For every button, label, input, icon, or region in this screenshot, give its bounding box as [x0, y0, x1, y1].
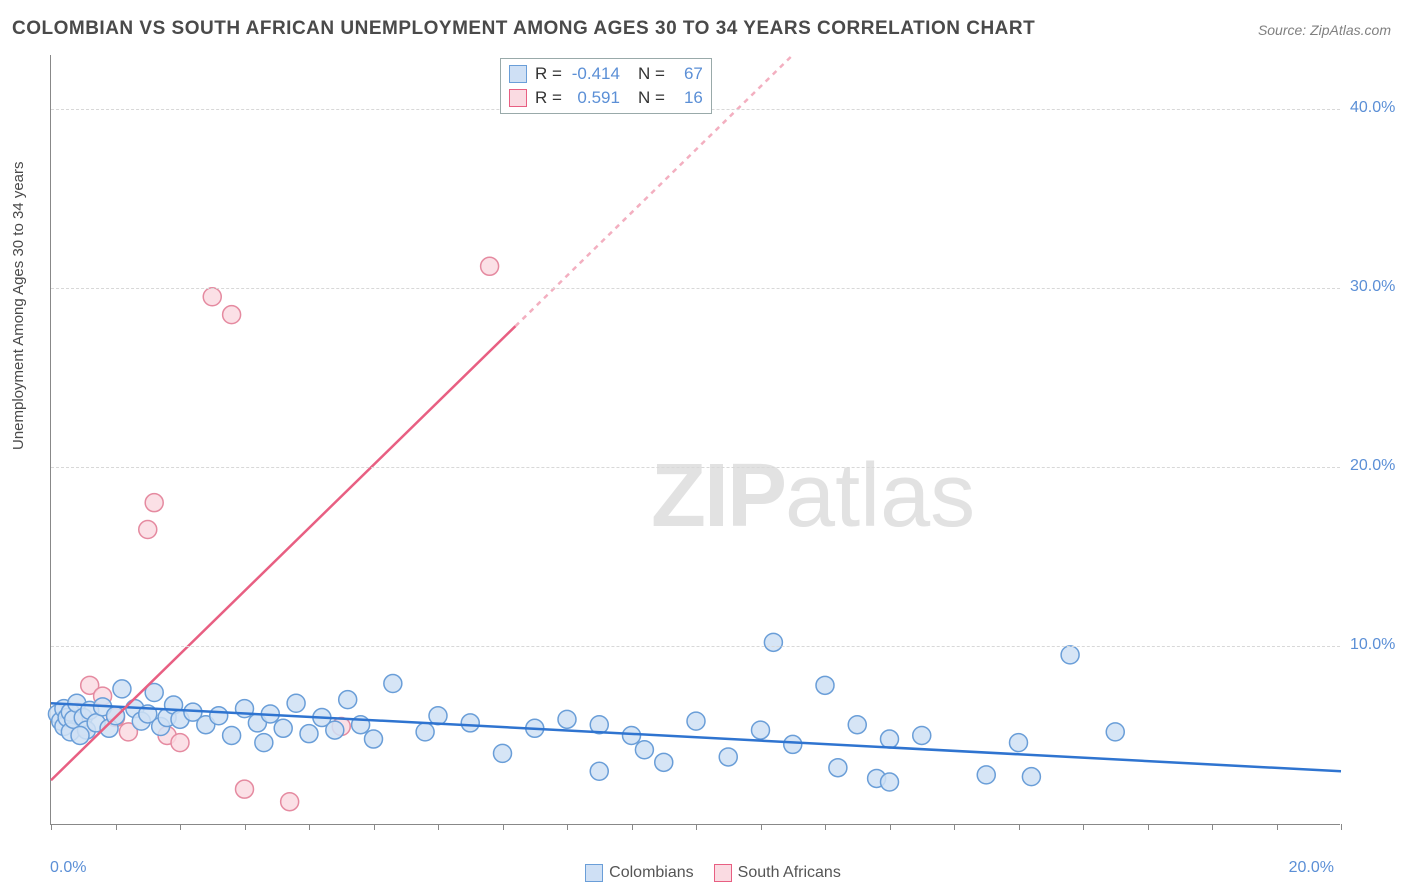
x-tick — [1148, 824, 1149, 830]
data-point — [977, 766, 995, 784]
data-point — [416, 723, 434, 741]
data-point — [1010, 734, 1028, 752]
plot-area: ZIPatlas 10.0%20.0%30.0%40.0% — [50, 55, 1340, 825]
data-point — [203, 288, 221, 306]
data-point — [481, 257, 499, 275]
data-point — [558, 710, 576, 728]
legend-swatch-icon — [509, 65, 527, 83]
legend-label: South Africans — [738, 864, 841, 881]
data-point — [287, 694, 305, 712]
data-point — [236, 780, 254, 798]
data-point — [365, 730, 383, 748]
y-tick-label: 40.0% — [1350, 99, 1405, 117]
stat-n-label: N = — [638, 62, 665, 86]
data-point — [655, 753, 673, 771]
x-tick — [696, 824, 697, 830]
x-tick — [309, 824, 310, 830]
data-point — [848, 716, 866, 734]
data-point — [300, 725, 318, 743]
data-point — [913, 726, 931, 744]
x-tick — [116, 824, 117, 830]
stat-r-value: 0.591 — [570, 86, 620, 110]
x-tick — [1083, 824, 1084, 830]
data-point — [71, 726, 89, 744]
legend-swatch-icon — [585, 864, 603, 882]
data-point — [881, 773, 899, 791]
stat-r-value: -0.414 — [570, 62, 620, 86]
y-tick-label: 20.0% — [1350, 457, 1405, 475]
x-tick — [1341, 824, 1342, 830]
stats-row: R = 0.591 N = 16 — [509, 86, 703, 110]
x-tick — [374, 824, 375, 830]
y-tick-label: 30.0% — [1350, 278, 1405, 296]
grid-line — [51, 467, 1340, 468]
legend-swatch-icon — [509, 89, 527, 107]
data-point — [223, 726, 241, 744]
chart-svg — [51, 55, 1340, 824]
data-point — [461, 714, 479, 732]
x-tick — [890, 824, 891, 830]
x-tick — [1019, 824, 1020, 830]
y-tick-label: 10.0% — [1350, 636, 1405, 654]
data-point — [1061, 646, 1079, 664]
data-point — [494, 744, 512, 762]
x-tick — [180, 824, 181, 830]
x-tick — [245, 824, 246, 830]
x-tick — [954, 824, 955, 830]
data-point — [1022, 768, 1040, 786]
x-tick — [632, 824, 633, 830]
legend-label: Colombians — [609, 864, 693, 881]
chart-title: COLOMBIAN VS SOUTH AFRICAN UNEMPLOYMENT … — [12, 18, 1035, 40]
data-point — [145, 494, 163, 512]
x-tick — [438, 824, 439, 830]
data-point — [816, 676, 834, 694]
legend-swatch-icon — [714, 864, 732, 882]
x-tick — [1212, 824, 1213, 830]
legend: Colombians South Africans — [0, 864, 1406, 882]
data-point — [635, 741, 653, 759]
data-point — [281, 793, 299, 811]
grid-line — [51, 288, 1340, 289]
data-point — [764, 633, 782, 651]
x-tick — [567, 824, 568, 830]
data-point — [752, 721, 770, 739]
x-tick — [51, 824, 52, 830]
data-point — [255, 734, 273, 752]
data-point — [784, 735, 802, 753]
stat-r-label: R = — [535, 62, 562, 86]
data-point — [719, 748, 737, 766]
x-tick — [825, 824, 826, 830]
data-point — [1106, 723, 1124, 741]
stats-row: R = -0.414 N = 67 — [509, 62, 703, 86]
x-tick — [503, 824, 504, 830]
x-tick — [1277, 824, 1278, 830]
data-point — [881, 730, 899, 748]
data-point — [590, 762, 608, 780]
data-point — [339, 691, 357, 709]
data-point — [829, 759, 847, 777]
stats-box: R = -0.414 N = 67 R = 0.591 N = 16 — [500, 58, 712, 114]
stat-n-value: 16 — [673, 86, 703, 110]
data-point — [623, 726, 641, 744]
data-point — [223, 306, 241, 324]
x-tick — [761, 824, 762, 830]
data-point — [687, 712, 705, 730]
data-point — [139, 521, 157, 539]
chart-source: Source: ZipAtlas.com — [1258, 22, 1391, 38]
stat-n-value: 67 — [673, 62, 703, 86]
y-axis-label: Unemployment Among Ages 30 to 34 years — [10, 161, 27, 450]
data-point — [171, 734, 189, 752]
data-point — [326, 721, 344, 739]
data-point — [274, 719, 292, 737]
data-point — [384, 675, 402, 693]
data-point — [210, 707, 228, 725]
data-point — [113, 680, 131, 698]
grid-line — [51, 646, 1340, 647]
stat-r-label: R = — [535, 86, 562, 110]
stat-n-label: N = — [638, 86, 665, 110]
